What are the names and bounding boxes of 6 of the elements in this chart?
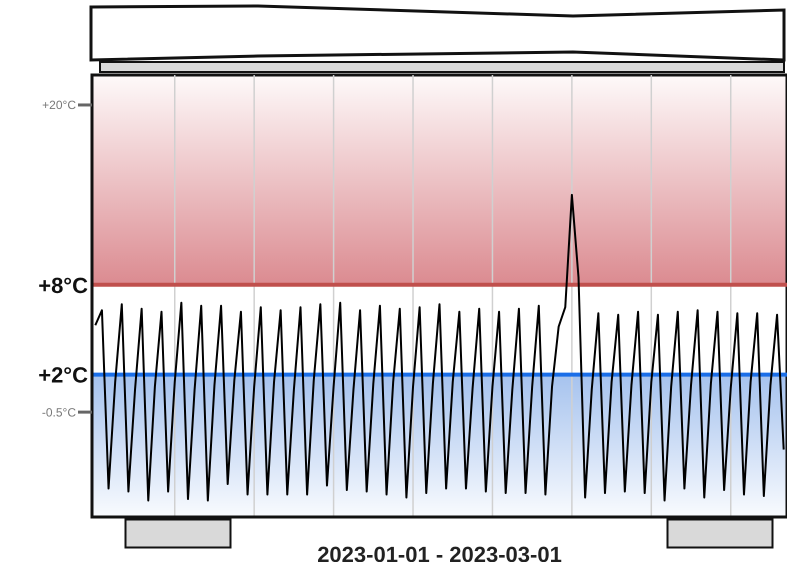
y-tick-label: +20°C	[42, 98, 76, 112]
line-series	[94, 194, 785, 502]
x-axis-title: 2023-01-01 - 2023-03-01	[317, 542, 562, 562]
ref-line-label: +8°C	[38, 272, 88, 298]
ref-line-label: +2°C	[38, 362, 88, 388]
y-tick-label: -0.5°C	[42, 405, 76, 420]
